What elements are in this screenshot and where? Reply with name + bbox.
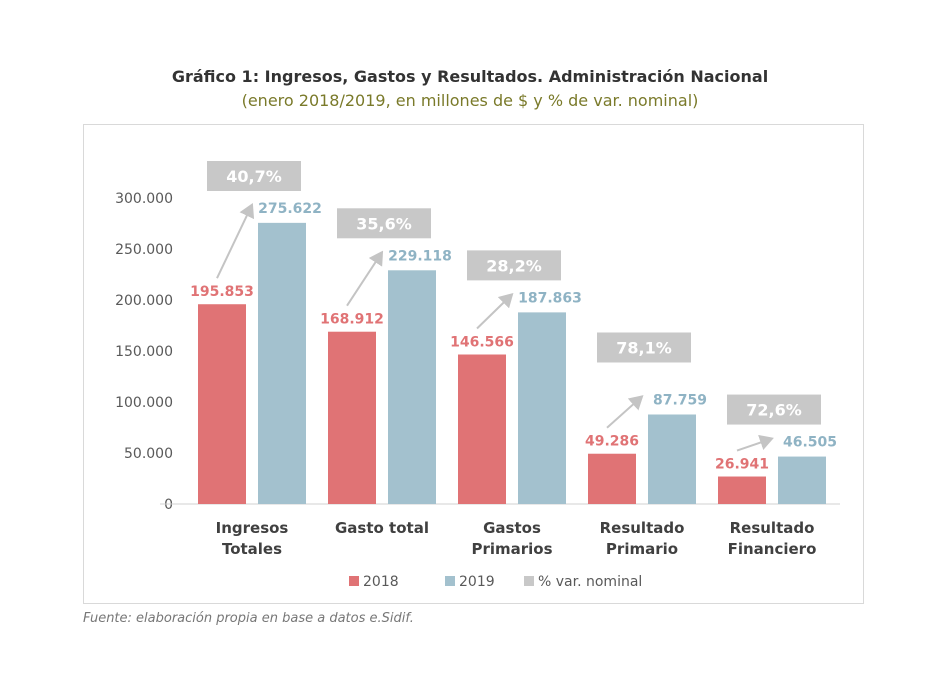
data-label-2019: 275.622: [258, 201, 322, 217]
x-category-label: Resultado: [730, 519, 815, 537]
x-category-label: Primarios: [471, 540, 552, 558]
legend-label: % var. nominal: [538, 574, 642, 590]
variation-arrow: [216, 203, 255, 279]
variation-label: 72,6%: [746, 401, 802, 420]
data-label-2018: 168.912: [320, 312, 384, 328]
variation-box: [597, 332, 691, 363]
bar-2018: [588, 453, 636, 504]
x-category-label: Ingresos: [216, 519, 289, 537]
bar-2019: [388, 270, 436, 504]
legend-label: 2019: [459, 574, 495, 590]
variation-label: 78,1%: [616, 338, 672, 357]
y-tick-label: 50.000: [124, 446, 173, 462]
data-label-2018: 195.853: [190, 284, 254, 300]
bar-2018: [198, 304, 246, 504]
data-label-2018: 49.286: [585, 434, 639, 450]
variation-arrow: [606, 395, 644, 429]
x-category-label: Totales: [222, 540, 282, 558]
bar-2018: [458, 354, 506, 504]
variation-arrow: [476, 292, 514, 330]
legend-swatch: [524, 576, 534, 586]
x-category-label: Primario: [606, 540, 678, 558]
variation-box: [727, 394, 821, 425]
x-category-label: Gasto total: [335, 519, 429, 537]
data-label-2019: 87.759: [653, 392, 707, 408]
x-category-label: Financiero: [728, 540, 817, 558]
variation-box: [467, 250, 561, 281]
legend-swatch: [349, 576, 359, 586]
chart-subtitle: (enero 2018/2019, en millones de $ y % d…: [241, 91, 699, 110]
y-tick-label: 0: [164, 497, 173, 513]
bar-2019: [518, 312, 566, 504]
variation-arrow: [736, 434, 774, 452]
x-category-label: Gastos: [483, 519, 541, 537]
chart-frame: [83, 124, 864, 604]
data-label-2018: 146.566: [450, 335, 514, 351]
x-category-label: Resultado: [600, 519, 685, 537]
variation-label: 28,2%: [486, 256, 542, 275]
y-tick-label: 300.000: [115, 191, 173, 207]
chart-title: Gráfico 1: Ingresos, Gastos y Resultados…: [171, 67, 769, 86]
bar-2019: [648, 414, 696, 504]
data-label-2019: 46.505: [783, 435, 837, 451]
variation-label: 35,6%: [356, 214, 412, 233]
data-label-2019: 187.863: [518, 290, 582, 306]
bar-2019: [258, 222, 306, 505]
y-tick-label: 200.000: [115, 293, 173, 309]
y-tick-label: 250.000: [115, 242, 173, 258]
bar-2019: [778, 456, 826, 504]
data-label-2019: 229.118: [388, 248, 452, 264]
y-tick-label: 150.000: [115, 344, 173, 360]
legend-label: 2018: [363, 574, 399, 590]
variation-box: [207, 161, 301, 191]
data-label-2018: 26.941: [715, 457, 769, 473]
bar-2018: [328, 331, 376, 504]
variation-arrow: [346, 250, 384, 307]
bar-2018: [718, 476, 766, 504]
y-tick-label: 100.000: [115, 395, 173, 411]
variation-box: [337, 208, 431, 239]
source-note: Fuente: elaboración propia en base a dat…: [83, 611, 414, 626]
legend-swatch: [445, 576, 455, 586]
variation-label: 40,7%: [226, 167, 282, 186]
